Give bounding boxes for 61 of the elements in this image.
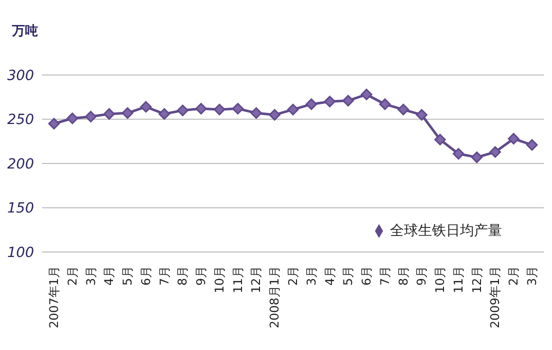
point <box>103 108 115 120</box>
point <box>195 102 207 114</box>
x-tick-label: 12月 <box>249 266 264 294</box>
x-tick-label: 9月 <box>414 266 429 286</box>
point <box>176 104 188 116</box>
x-tick-label: 7月 <box>157 266 172 286</box>
point <box>434 134 446 146</box>
y-tick-label: 250 <box>7 112 34 128</box>
x-tick-label: 9月 <box>194 266 208 286</box>
x-tick-label: 5月 <box>341 266 356 286</box>
point <box>526 139 538 151</box>
x-tick-label: 8月 <box>396 266 410 286</box>
point <box>398 104 410 116</box>
x-tick-label: 11月 <box>451 266 466 294</box>
x-tick-label: 4月 <box>322 266 337 286</box>
y-tick-label: 200 <box>7 156 34 172</box>
point <box>140 101 152 113</box>
point <box>324 96 336 108</box>
point <box>122 107 134 119</box>
y-tick-label: 100 <box>7 244 34 261</box>
x-tick-label: 3月 <box>525 266 539 286</box>
point <box>268 109 280 121</box>
point <box>250 107 262 119</box>
point <box>416 109 428 121</box>
point <box>158 108 170 120</box>
y-axis-title: 万吨 <box>12 23 38 40</box>
point <box>306 98 318 110</box>
point <box>471 152 483 164</box>
legend-label: 全球生铁日均产量 <box>390 223 502 239</box>
x-tick-label: 2007年1月 <box>47 266 61 328</box>
x-tick-label: 11月 <box>230 266 245 294</box>
x-tick-label: 3月 <box>84 266 98 286</box>
point <box>48 118 60 130</box>
point <box>508 132 520 144</box>
point <box>489 146 501 158</box>
point <box>66 112 78 124</box>
point <box>287 104 299 116</box>
x-tick-label: 2月 <box>65 266 80 286</box>
point <box>214 104 226 116</box>
x-tick-label: 2008月1月 <box>268 266 282 328</box>
x-tick-label: 10月 <box>212 266 226 294</box>
x-tick-label: 10月 <box>433 266 448 294</box>
point <box>452 148 464 160</box>
point <box>379 98 391 110</box>
point <box>85 110 97 122</box>
y-tick-label: 150 <box>7 200 34 217</box>
x-tick-label: 3月 <box>304 266 318 286</box>
y-tick-label: 300 <box>7 68 34 84</box>
x-tick-label: 2月 <box>506 266 521 286</box>
x-tick-label: 5月 <box>120 266 135 286</box>
x-tick-label: 2009年1月 <box>488 266 502 328</box>
point <box>360 88 372 100</box>
x-tick-label: 2月 <box>286 266 300 286</box>
x-tick-label: 12月 <box>470 266 484 294</box>
x-tick-label: 8月 <box>176 266 190 286</box>
point <box>342 94 354 106</box>
x-tick-label: 6月 <box>360 266 374 286</box>
x-tick-label: 7月 <box>378 266 392 286</box>
x-tick-label: 4月 <box>102 266 116 286</box>
x-tick-label: 6月 <box>138 266 153 286</box>
point <box>232 102 244 114</box>
